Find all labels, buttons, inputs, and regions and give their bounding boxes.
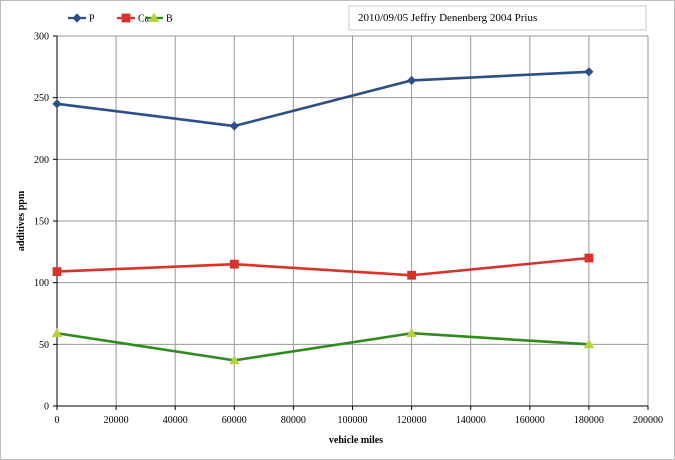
series-ca	[52, 253, 594, 280]
series-ca-point	[407, 270, 417, 280]
data-series	[51, 67, 595, 365]
x-axis-tick-labels: 0 20000 40000 60000 80000 100000 120000 140000 1…	[55, 415, 664, 426]
series-p-line	[56, 70, 589, 128]
legend-ca-label: Ca	[138, 14, 150, 25]
y-tick-label: 300	[34, 32, 49, 43]
x-tick-label: 200000	[633, 415, 663, 426]
x-tick-label: 0	[55, 415, 60, 426]
x-axis-title: vehicle miles	[329, 435, 383, 446]
legend-ca-marker	[121, 13, 131, 23]
y-axis-tick-labels: 0 50 100 150 200 250 300	[34, 32, 49, 413]
chart-title: 2010/09/05 Jeffry Denenberg 2004 Prius	[358, 12, 537, 24]
series-p-point	[407, 75, 417, 85]
y-tick-label: 150	[34, 217, 49, 228]
series-p-point	[584, 67, 594, 77]
legend-b-marker	[148, 12, 160, 22]
x-tick-label: 40000	[163, 415, 188, 426]
series-b-point	[406, 327, 417, 338]
series-b-point	[51, 327, 63, 338]
series-p-point	[52, 99, 62, 109]
series-b	[51, 327, 595, 365]
series-b-line	[56, 331, 589, 362]
series-ca-point	[229, 259, 239, 269]
grid-lines	[57, 35, 649, 406]
legend-p-marker	[72, 13, 82, 23]
y-tick-label: 100	[34, 278, 49, 289]
series-p-point	[229, 121, 239, 131]
y-tick-label: 0	[44, 402, 49, 413]
x-tick-label: 160000	[515, 415, 545, 426]
x-tick-label: 100000	[338, 415, 368, 426]
legend-p-label: P	[89, 14, 95, 25]
x-tick-label: 80000	[281, 415, 306, 426]
chart-title-box: 2010/09/05 Jeffry Denenberg 2004 Prius	[348, 5, 647, 31]
legend: P Ca B	[68, 12, 173, 25]
series-ca-point	[52, 267, 62, 276]
y-tick-label: 250	[34, 93, 49, 104]
series-ca-line	[56, 256, 590, 277]
x-tick-label: 140000	[456, 415, 486, 426]
series-p	[52, 67, 594, 131]
legend-b-label: B	[166, 14, 173, 25]
y-tick-label: 50	[39, 340, 49, 351]
x-tick-label: 60000	[222, 415, 247, 426]
y-axis-title: additives ppm	[16, 190, 27, 251]
y-tick-label: 200	[34, 155, 49, 166]
x-tick-label: 120000	[397, 415, 427, 426]
x-tick-label: 20000	[104, 415, 129, 426]
x-tick-label: 180000	[574, 415, 604, 426]
series-ca-point	[584, 253, 594, 263]
series-b-point	[583, 339, 595, 349]
series-b-point	[229, 355, 240, 365]
axes	[53, 35, 649, 410]
